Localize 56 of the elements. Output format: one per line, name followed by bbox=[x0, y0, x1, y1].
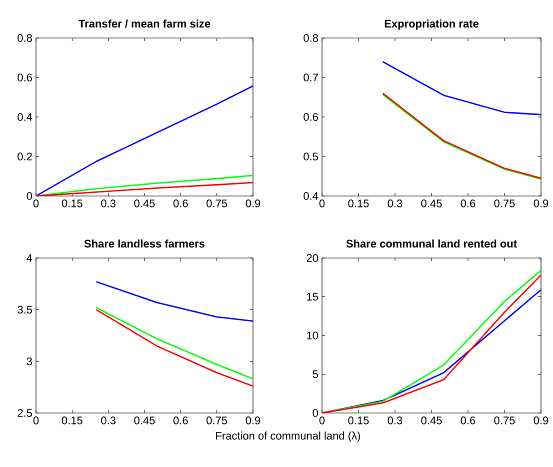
chart-title: Transfer / mean farm size bbox=[78, 20, 210, 28]
y-tick-label: 0.5 bbox=[304, 152, 318, 160]
x-axis-title: Fraction of communal land (λ) bbox=[216, 432, 360, 442]
y-tick-label: 3.5 bbox=[18, 306, 32, 314]
x-tick-label: 0.75 bbox=[206, 416, 228, 424]
line-series bbox=[96, 281, 253, 322]
chart-title: Share landless farmers bbox=[84, 240, 205, 248]
x-tick-label: 0.75 bbox=[494, 200, 515, 208]
x-tick-label: 0.3 bbox=[101, 200, 116, 208]
y-tick-label: 3 bbox=[26, 357, 32, 366]
chart-title: Share communal land rented out bbox=[346, 240, 517, 248]
x-tick-label: 0.15 bbox=[348, 200, 369, 208]
x-tick-label: 0 bbox=[33, 416, 39, 424]
x-tick-label: 0.9 bbox=[534, 200, 548, 208]
x-tick-label: 0.45 bbox=[421, 200, 442, 208]
y-tick-label: 5 bbox=[312, 370, 318, 378]
x-tick-label: 0.45 bbox=[134, 200, 155, 208]
y-tick-label: 10 bbox=[307, 332, 318, 340]
x-tick-label: 0 bbox=[319, 200, 325, 208]
x-tick-label: 0.9 bbox=[534, 416, 548, 424]
x-tick-label: 0.6 bbox=[460, 416, 476, 424]
x-tick-label: 0.45 bbox=[421, 416, 442, 424]
y-tick-label: 15 bbox=[307, 292, 318, 301]
y-tick-label: 0.2 bbox=[18, 152, 32, 160]
line-series bbox=[36, 85, 253, 196]
y-tick-label: 0.8 bbox=[18, 34, 32, 42]
x-tick-label: 0.45 bbox=[134, 416, 155, 424]
x-tick-label: 0.3 bbox=[101, 416, 116, 424]
x-tick-label: 0.6 bbox=[173, 200, 188, 208]
line-series bbox=[36, 182, 253, 196]
x-tick-label: 0 bbox=[319, 416, 325, 424]
y-tick-label: 0 bbox=[312, 409, 318, 417]
x-tick-label: 0.6 bbox=[173, 416, 188, 424]
y-tick-label: 0.6 bbox=[304, 113, 318, 121]
x-tick-label: 0.9 bbox=[246, 416, 260, 424]
x-tick-label: 0.3 bbox=[388, 416, 402, 424]
y-tick-label: 0.8 bbox=[304, 34, 318, 42]
x-tick-label: 0.3 bbox=[388, 200, 402, 208]
x-tick-label: 0 bbox=[33, 200, 39, 208]
x-tick-label: 0.15 bbox=[62, 416, 82, 424]
x-tick-label: 0.15 bbox=[348, 416, 369, 424]
y-tick-label: 0.6 bbox=[18, 74, 32, 82]
y-tick-label: 0.4 bbox=[18, 113, 32, 121]
y-tick-label: 0 bbox=[26, 192, 32, 200]
x-tick-label: 0.6 bbox=[460, 200, 476, 208]
x-tick-label: 0.75 bbox=[206, 200, 228, 208]
y-tick-label: 4 bbox=[26, 254, 32, 262]
x-tick-label: 0.75 bbox=[494, 416, 515, 424]
line-series bbox=[382, 61, 542, 116]
y-tick-label: 20 bbox=[306, 254, 318, 262]
y-tick-label: 2.5 bbox=[18, 409, 32, 417]
chart-title: Expropriation rate bbox=[384, 20, 478, 30]
y-tick-label: 0.7 bbox=[304, 74, 318, 82]
x-tick-label: 0.9 bbox=[246, 200, 260, 208]
y-tick-label: 0.4 bbox=[304, 192, 318, 200]
x-tick-label: 0.15 bbox=[62, 200, 82, 208]
